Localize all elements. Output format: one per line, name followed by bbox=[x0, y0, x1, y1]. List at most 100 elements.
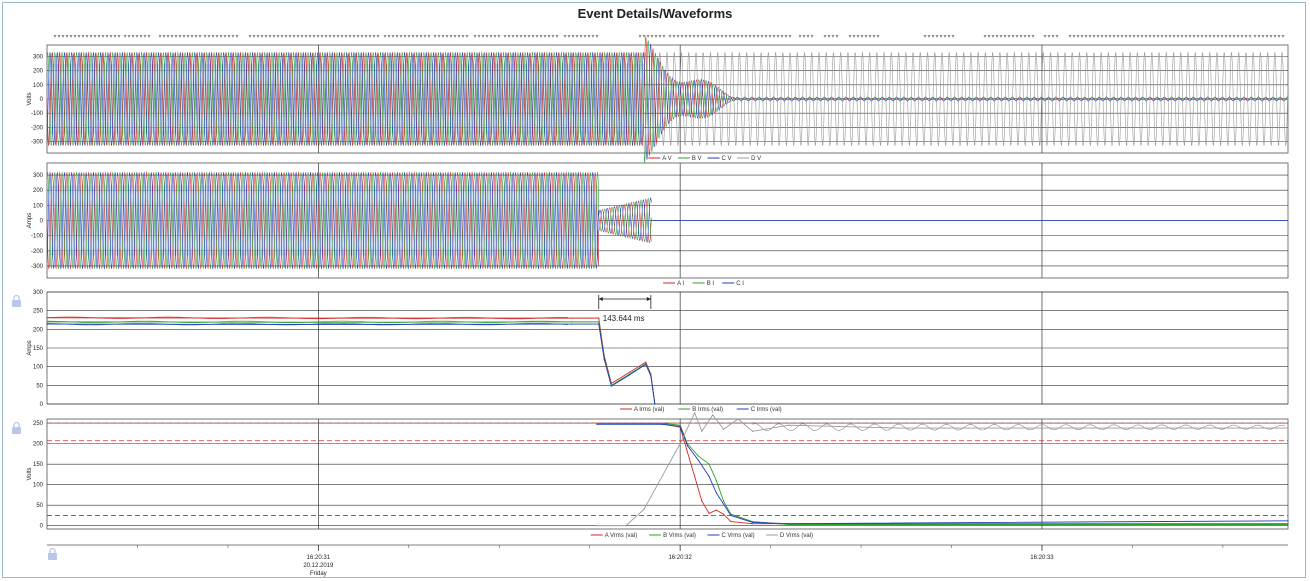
x-tick-label: 20.12.2019 bbox=[303, 563, 334, 569]
lock-icon[interactable] bbox=[48, 547, 57, 561]
event-marker bbox=[1092, 35, 1096, 38]
event-marker bbox=[684, 35, 688, 38]
event-marker bbox=[708, 35, 712, 38]
event-marker bbox=[190, 35, 194, 38]
event-marker bbox=[1228, 35, 1232, 38]
event-marker bbox=[288, 35, 292, 38]
lock-icons[interactable] bbox=[12, 294, 57, 561]
event-marker bbox=[113, 35, 117, 38]
event-marker bbox=[1200, 35, 1204, 38]
data-point bbox=[679, 443, 681, 445]
data-point bbox=[1287, 427, 1289, 429]
event-marker bbox=[268, 35, 272, 38]
event-marker bbox=[927, 35, 931, 38]
event-marker bbox=[395, 35, 399, 38]
event-marker bbox=[662, 35, 666, 38]
data-point bbox=[788, 523, 790, 525]
duration-annotation[interactable]: 143.644 ms bbox=[598, 295, 652, 323]
event-marker bbox=[260, 35, 264, 38]
event-marker bbox=[419, 35, 423, 38]
event-marker bbox=[1216, 35, 1220, 38]
event-marker bbox=[296, 35, 300, 38]
event-marker bbox=[1132, 35, 1136, 38]
event-marker bbox=[1180, 35, 1184, 38]
panel-current-waveforms: 300 200 100 0 -100 -200 -300 Amps bbox=[27, 162, 1289, 279]
event-marker bbox=[650, 35, 654, 38]
event-marker bbox=[823, 35, 827, 38]
y-tick-label: 50 bbox=[36, 503, 43, 509]
data-point bbox=[598, 323, 600, 325]
event-marker bbox=[519, 35, 523, 38]
event-marker bbox=[720, 35, 724, 38]
event-marker bbox=[280, 35, 284, 38]
event-marker bbox=[676, 35, 680, 38]
event-marker bbox=[344, 35, 348, 38]
legend-label: A Irms (val) bbox=[634, 407, 664, 413]
data-point bbox=[730, 521, 732, 523]
event-marker bbox=[308, 35, 312, 38]
y-axis-label: Volts bbox=[27, 467, 33, 480]
data-point bbox=[625, 525, 627, 527]
event-marker bbox=[101, 35, 105, 38]
series-ripple bbox=[46, 322, 569, 326]
event-marker bbox=[539, 35, 543, 38]
event-marker bbox=[340, 35, 344, 38]
event-marker bbox=[81, 35, 85, 38]
event-marker bbox=[73, 35, 77, 38]
event-marker bbox=[292, 35, 296, 38]
event-marker bbox=[162, 35, 166, 38]
event-marker bbox=[477, 35, 481, 38]
lock-icon[interactable] bbox=[12, 421, 21, 435]
y-axis-label: Amps bbox=[27, 340, 33, 355]
event-marker bbox=[1261, 35, 1265, 38]
event-marker bbox=[736, 35, 740, 38]
event-marker bbox=[1236, 35, 1240, 38]
event-marker bbox=[788, 35, 792, 38]
event-marker bbox=[1031, 35, 1035, 38]
event-marker bbox=[489, 35, 493, 38]
event-marker bbox=[1100, 35, 1104, 38]
event-marker bbox=[1244, 35, 1248, 38]
data-point bbox=[686, 451, 688, 453]
event-marker bbox=[1148, 35, 1152, 38]
data-point bbox=[715, 479, 717, 482]
panel-voltage-waveforms: 300 200 100 0 -100 -200 -300 Volts bbox=[27, 36, 1289, 163]
event-marker bbox=[1003, 35, 1007, 38]
event-marker bbox=[1104, 35, 1108, 38]
event-marker bbox=[642, 35, 646, 38]
data-point bbox=[654, 403, 656, 405]
legend-label: B Vrms (val) bbox=[663, 533, 696, 539]
event-marker bbox=[1019, 35, 1023, 38]
y-tick-label: -100 bbox=[31, 111, 44, 117]
data-point bbox=[730, 514, 732, 517]
y-tick-label: 200 bbox=[33, 327, 44, 333]
event-marker bbox=[427, 35, 431, 38]
data-point bbox=[679, 425, 681, 427]
event-marker bbox=[105, 35, 109, 38]
event-marker bbox=[1156, 35, 1160, 38]
y-tick-label: 0 bbox=[40, 524, 44, 530]
event-marker bbox=[227, 35, 231, 38]
event-marker bbox=[1144, 35, 1148, 38]
y-tick-label: -300 bbox=[31, 140, 44, 146]
data-point bbox=[722, 513, 725, 515]
data-point bbox=[661, 475, 663, 478]
event-marker bbox=[1192, 35, 1196, 38]
series-c-irms-val- bbox=[46, 323, 656, 405]
event-marker bbox=[143, 35, 147, 38]
event-marker bbox=[231, 35, 235, 38]
event-marker bbox=[579, 35, 583, 38]
event-marker bbox=[411, 35, 415, 38]
series-D-V bbox=[46, 52, 1289, 146]
event-marker bbox=[1265, 35, 1269, 38]
event-marker bbox=[1043, 35, 1047, 38]
y-tick-label: 100 bbox=[33, 365, 44, 371]
chart-panels: 300 200 100 0 -100 -200 -300 Volts 300 200 100 0 -10… bbox=[27, 36, 1289, 530]
lock-icon[interactable] bbox=[12, 294, 21, 308]
event-marker bbox=[1204, 35, 1208, 38]
y-tick-label: 150 bbox=[33, 462, 44, 468]
data-point bbox=[712, 414, 714, 416]
event-marker bbox=[437, 35, 441, 38]
